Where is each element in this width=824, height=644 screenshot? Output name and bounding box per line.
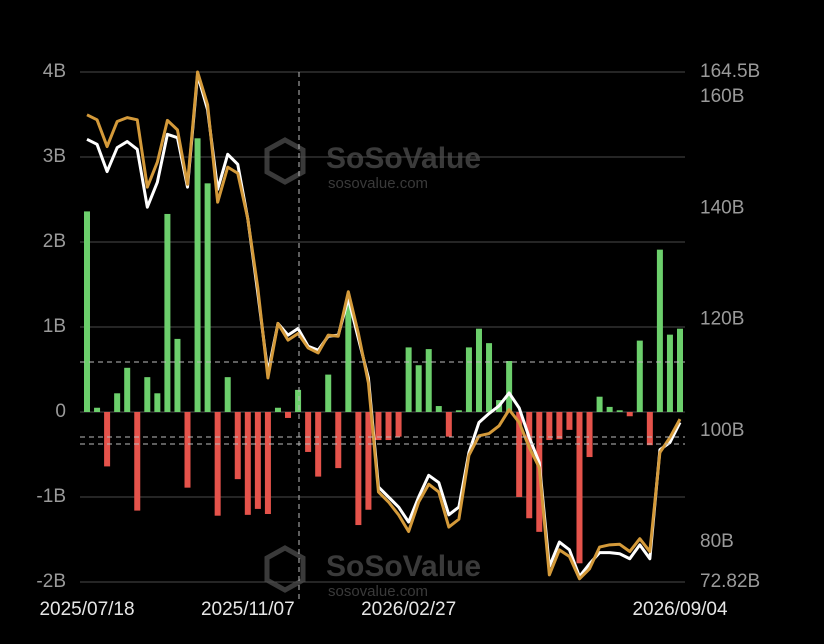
bar bbox=[244, 412, 251, 515]
bar bbox=[576, 412, 583, 564]
bar bbox=[506, 361, 513, 412]
bar bbox=[94, 407, 101, 412]
x-tick-label: 2026/02/27 bbox=[361, 599, 456, 620]
bar bbox=[224, 377, 231, 412]
bar bbox=[264, 412, 271, 514]
y-tick-label: -2B bbox=[36, 571, 66, 592]
axes: -2B -1B 0 1B 2B 3B 4B 72.82B 80B 100B 120B 140B 160B… bbox=[36, 61, 760, 620]
bar bbox=[516, 412, 523, 497]
y-tick-label: 0 bbox=[55, 401, 66, 422]
bar bbox=[636, 340, 643, 412]
bar bbox=[305, 412, 312, 452]
bar bbox=[234, 412, 241, 480]
bar bbox=[445, 412, 452, 437]
line bbox=[86, 70, 682, 581]
y-tick-label: 2B bbox=[43, 231, 66, 252]
watermark-brand: SoSoValue bbox=[326, 550, 481, 583]
bar bbox=[114, 393, 121, 412]
bar bbox=[556, 412, 563, 440]
bar bbox=[606, 406, 613, 412]
bar bbox=[546, 412, 553, 441]
x-tick-label: 2025/07/18 bbox=[39, 599, 134, 620]
bar bbox=[677, 328, 683, 412]
bar bbox=[586, 412, 593, 458]
bar bbox=[656, 249, 663, 412]
bar bbox=[335, 412, 342, 469]
bar bbox=[425, 349, 432, 412]
bar bbox=[124, 367, 131, 412]
bar bbox=[355, 412, 362, 526]
y2-tick-label: 100B bbox=[700, 420, 744, 441]
watermark: SoSoValue sosovalue.com SoSoValue sosova… bbox=[264, 137, 481, 600]
watermark-logo bbox=[264, 545, 306, 593]
y-tick-label: -1B bbox=[36, 486, 66, 507]
watermark-site: sosovalue.com bbox=[328, 583, 428, 600]
bar bbox=[566, 412, 573, 430]
bar bbox=[254, 412, 261, 509]
bar bbox=[666, 334, 673, 412]
bar bbox=[375, 412, 382, 441]
bar bbox=[214, 412, 221, 516]
bar bbox=[285, 412, 292, 418]
bar bbox=[465, 347, 472, 412]
bar bbox=[204, 183, 211, 412]
watermark-site: sosovalue.com bbox=[328, 175, 428, 192]
bar bbox=[154, 393, 161, 412]
y-tick-label: 3B bbox=[43, 146, 66, 167]
bar bbox=[164, 213, 171, 412]
bar bbox=[84, 211, 90, 412]
bar bbox=[194, 138, 201, 413]
bar bbox=[455, 410, 462, 412]
bar bbox=[184, 412, 191, 488]
bar bbox=[274, 407, 281, 412]
bar bbox=[616, 410, 623, 412]
bar bbox=[325, 374, 332, 412]
y2-tick-label: 160B bbox=[700, 86, 744, 107]
bar bbox=[626, 412, 633, 417]
y2-tick-label: 164.5B bbox=[700, 61, 760, 82]
bar bbox=[174, 338, 181, 412]
bar bbox=[395, 412, 402, 437]
bar bbox=[104, 412, 111, 467]
bar bbox=[475, 328, 482, 412]
bar bbox=[405, 347, 412, 412]
watermark-brand: SoSoValue bbox=[326, 142, 481, 175]
bar bbox=[415, 365, 422, 412]
bar bbox=[385, 412, 392, 441]
bar bbox=[486, 343, 493, 412]
y2-tick-label: 140B bbox=[700, 197, 744, 218]
y-tick-label: 4B bbox=[43, 61, 66, 82]
y2-tick-label: 72.82B bbox=[700, 571, 760, 592]
y2-tick-label: 80B bbox=[700, 531, 734, 552]
bar bbox=[435, 406, 442, 412]
y-tick-label: 1B bbox=[43, 316, 66, 337]
bar bbox=[144, 377, 151, 412]
bar bbox=[596, 396, 603, 412]
crosshair bbox=[80, 72, 685, 600]
watermark-logo bbox=[264, 137, 306, 185]
bar bbox=[295, 389, 302, 412]
bar bbox=[646, 412, 653, 446]
bar bbox=[365, 412, 372, 510]
bar bbox=[526, 412, 533, 519]
x-tick-label: 2025/11/07 bbox=[201, 599, 295, 620]
x-tick-label: 2026/09/04 bbox=[632, 599, 728, 620]
y2-tick-label: 120B bbox=[700, 309, 744, 330]
bar bbox=[134, 412, 141, 511]
bar bbox=[345, 299, 352, 412]
